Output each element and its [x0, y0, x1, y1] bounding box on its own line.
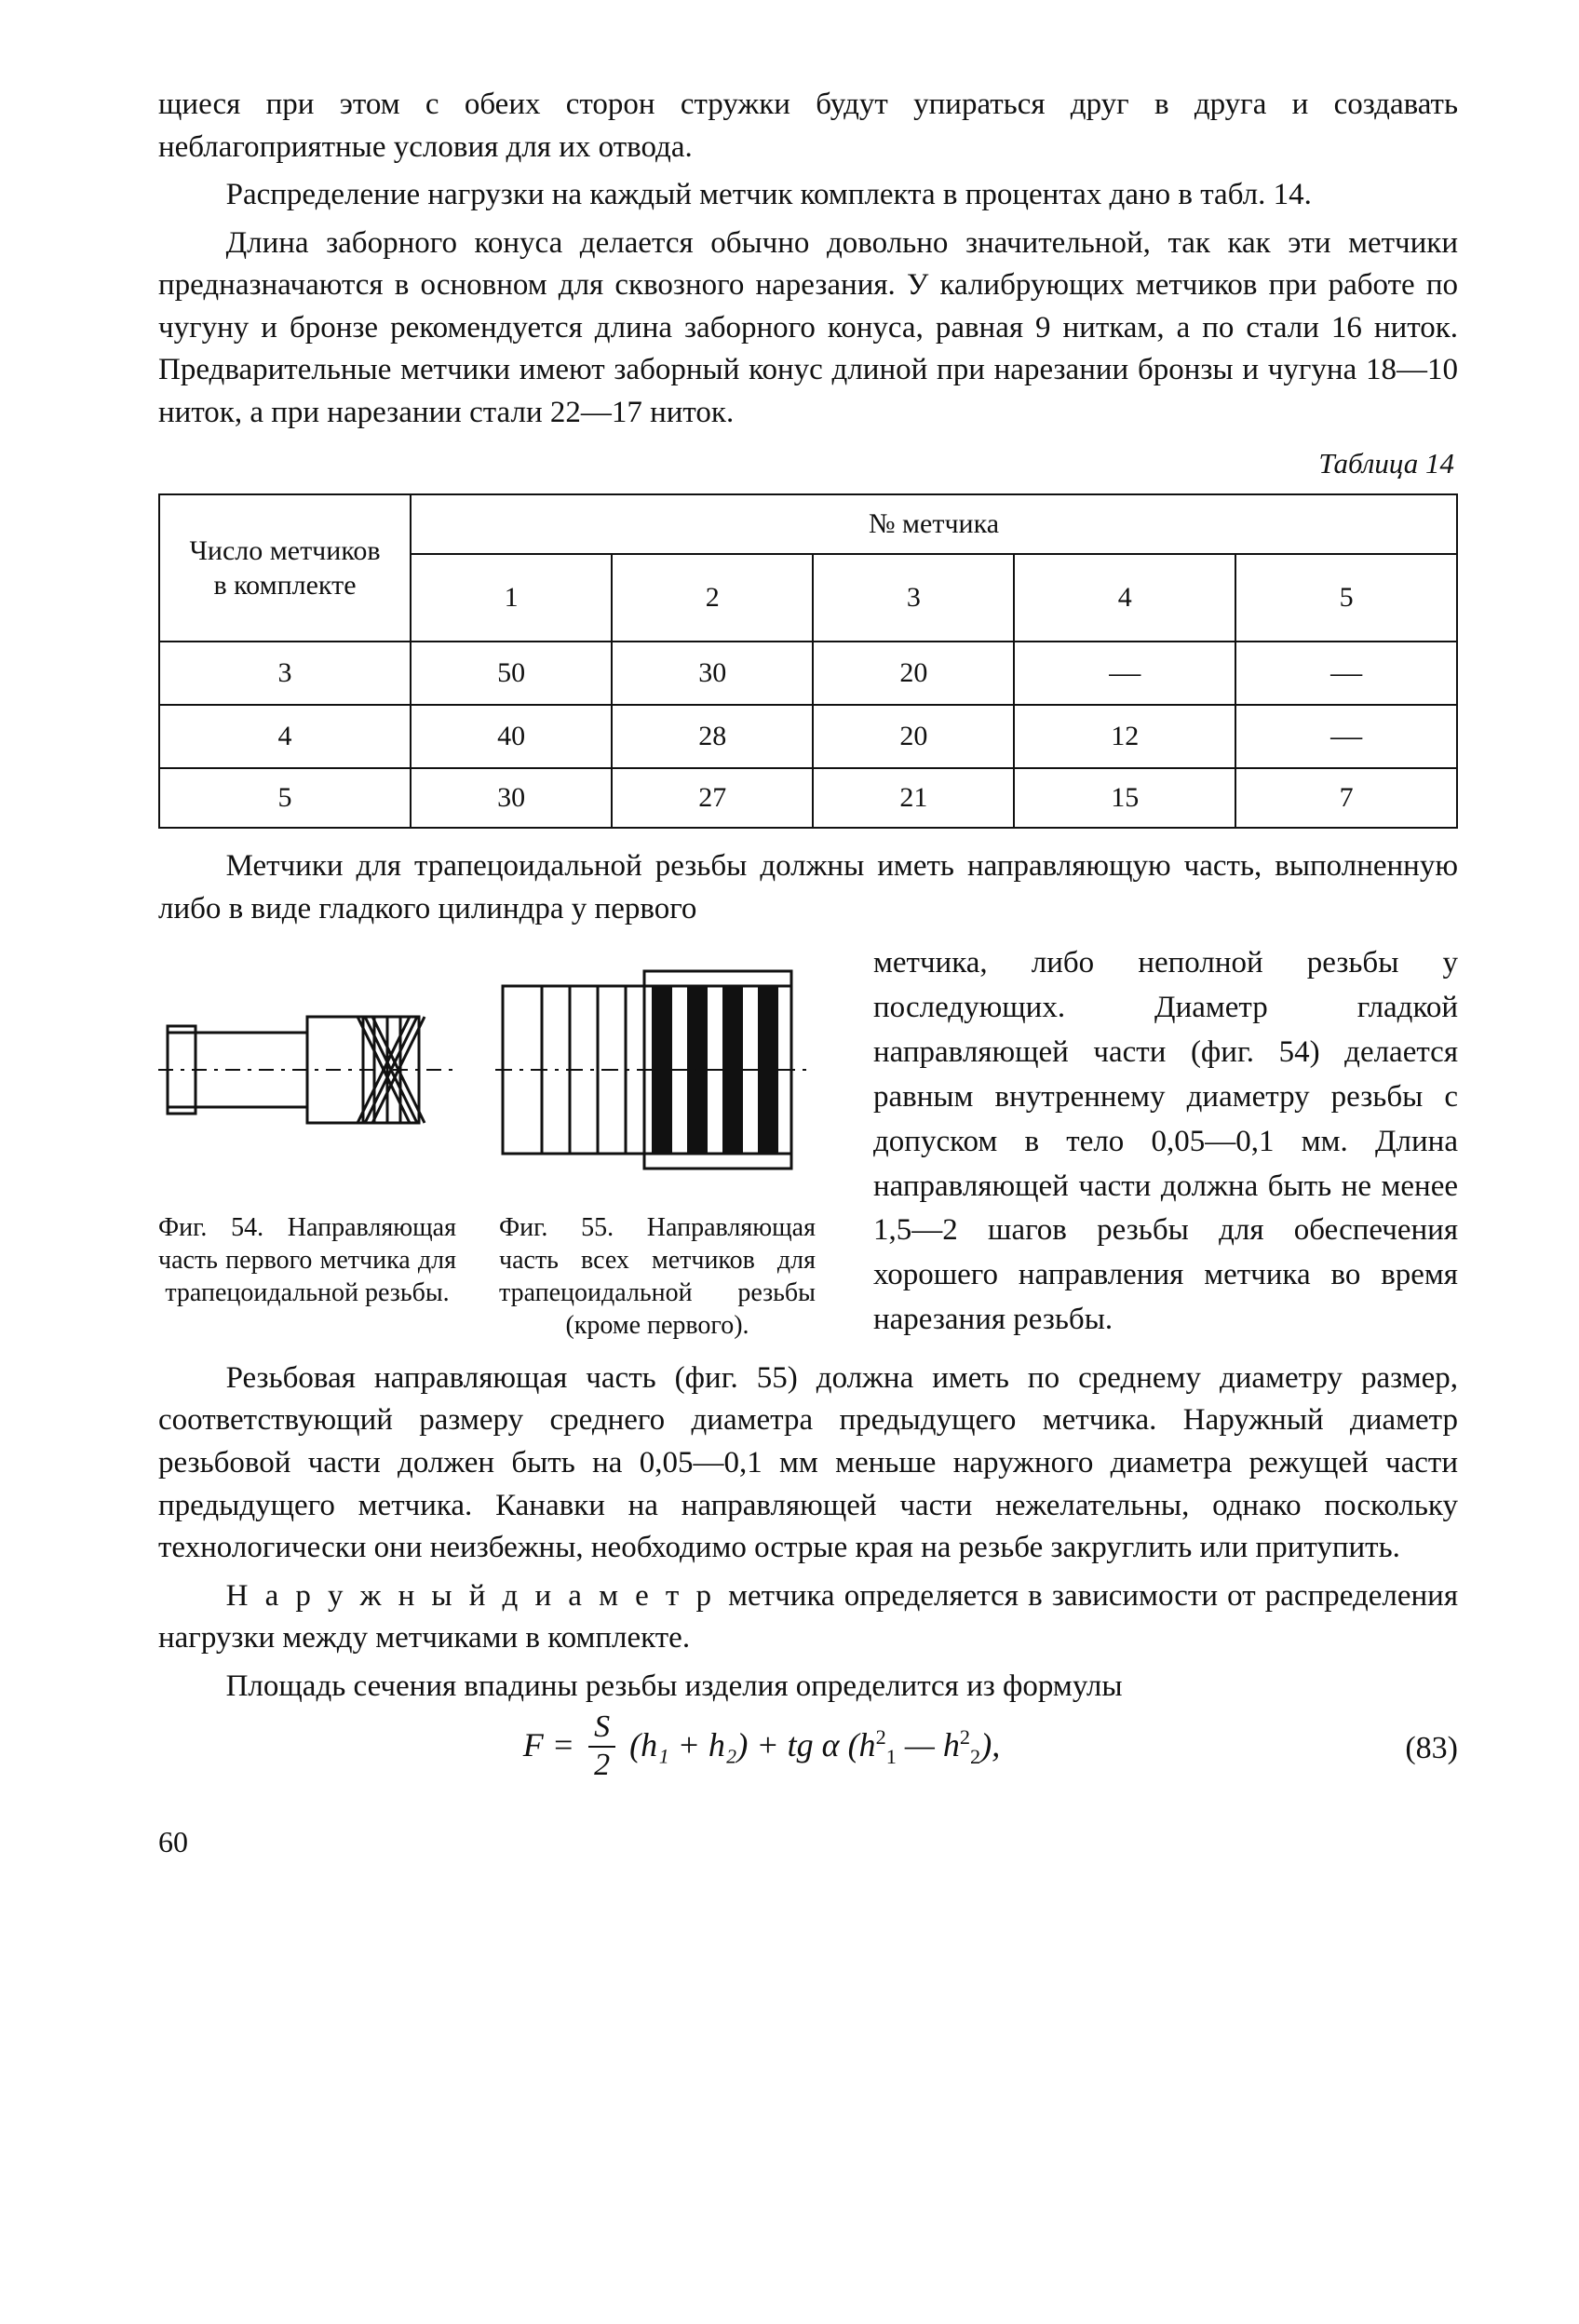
paragraph-side: метчика, либо неполной резьбы у последую…: [873, 941, 1458, 1343]
table-cell: 5: [159, 768, 411, 828]
paragraph: Резьбовая направляющая часть (фиг. 55) д…: [158, 1358, 1458, 1570]
formula-dash: — h: [897, 1726, 960, 1763]
table-cell: 12: [1014, 705, 1235, 768]
table-cell: 3: [159, 642, 411, 705]
table-cell: —: [1014, 642, 1235, 705]
table-caption: Таблица 14: [158, 447, 1458, 480]
table-cell: 7: [1235, 768, 1457, 828]
formula: F = S 2 (h₁ + h₂) + tg α (h21 — h22),: [158, 1713, 1365, 1783]
paragraph: щиеся при этом с обеих сторон стружки бу…: [158, 84, 1458, 169]
equation-number: (83): [1365, 1731, 1458, 1766]
table-cell: 40: [411, 705, 612, 768]
formula-tail: ),: [980, 1726, 1000, 1763]
table-cell: 21: [813, 768, 1014, 828]
table-cell: 30: [612, 642, 813, 705]
table-column-number: 2: [612, 554, 813, 642]
figure-54-caption: Фиг. 54. Направляющая часть первого метч…: [158, 1211, 456, 1342]
table-cell: 15: [1014, 768, 1235, 828]
table-column-number: 3: [813, 554, 1014, 642]
figures-column: Фиг. 54. Направляющая часть первого метч…: [158, 943, 847, 1342]
table-column-number: 4: [1014, 554, 1235, 642]
figure-55-icon: [495, 949, 812, 1191]
table-row: 5 30 27 21 15 7: [159, 768, 1457, 828]
table-cell: 30: [411, 768, 612, 828]
table-cell: —: [1235, 705, 1457, 768]
figure-text-row: Фиг. 54. Направляющая часть первого метч…: [158, 943, 1458, 1343]
table-header-count: Число метчиков в комплекте: [159, 494, 411, 642]
formula-sub: 2: [970, 1745, 980, 1768]
figure-54-icon: [158, 972, 456, 1168]
spaced-term: Н а р у ж н ы й д и а м е т р: [226, 1579, 729, 1613]
table-cell: 20: [813, 642, 1014, 705]
formula-sup: 2: [960, 1725, 970, 1749]
formula-lead: F =: [523, 1726, 574, 1763]
formula-sub: 1: [886, 1745, 897, 1768]
table-cell: —: [1235, 642, 1457, 705]
figure-captions: Фиг. 54. Направляющая часть первого метч…: [158, 1211, 847, 1342]
table-header-line: Число метчиков: [189, 535, 380, 566]
table-header-line: в комплекте: [213, 570, 356, 601]
paragraph: Н а р у ж н ы й д и а м е т р метчика оп…: [158, 1575, 1458, 1660]
table-row: 3 50 30 20 — —: [159, 642, 1457, 705]
fraction: S 2: [588, 1711, 615, 1781]
page-number: 60: [158, 1825, 1458, 1859]
fraction-den: 2: [588, 1748, 615, 1782]
figure-images: [158, 949, 847, 1191]
table-header-group: № метчика: [411, 494, 1457, 554]
table-cell: 20: [813, 705, 1014, 768]
paragraph: Длина заборного конуса делается обычно д…: [158, 223, 1458, 435]
table-cell: 28: [612, 705, 813, 768]
table-cell: 50: [411, 642, 612, 705]
document-page: щиеся при этом с обеих сторон стружки бу…: [0, 0, 1579, 2324]
table-column-number: 5: [1235, 554, 1457, 642]
table-cell: 27: [612, 768, 813, 828]
formula-row: F = S 2 (h₁ + h₂) + tg α (h21 — h22), (8…: [158, 1713, 1458, 1783]
load-distribution-table: Число метчиков в комплекте № метчика 1 2…: [158, 493, 1458, 829]
table-column-number: 1: [411, 554, 612, 642]
formula-sup: 2: [876, 1725, 886, 1749]
figure-55-caption: Фиг. 55. Направляющая часть всех метчико…: [499, 1211, 816, 1342]
table-cell: 4: [159, 705, 411, 768]
paragraph: Площадь сечения впадины резьбы изделия о…: [158, 1666, 1458, 1709]
table-row: 4 40 28 20 12 —: [159, 705, 1457, 768]
fraction-num: S: [588, 1711, 615, 1748]
formula-mid: (h₁ + h₂) + tg α (h: [629, 1726, 875, 1763]
paragraph: Метчики для трапецоидальной резьбы должн…: [158, 845, 1458, 930]
paragraph: Распределение нагрузки на каждый метчик …: [158, 174, 1458, 217]
